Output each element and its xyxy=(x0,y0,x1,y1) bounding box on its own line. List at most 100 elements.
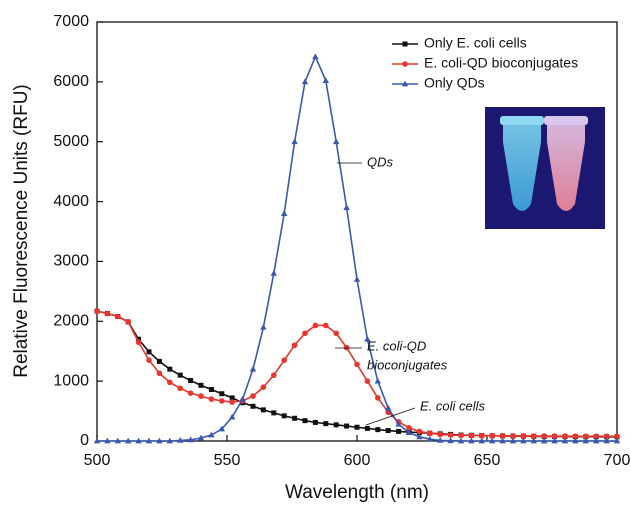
y-tick-label: 6000 xyxy=(53,73,89,90)
marker xyxy=(291,138,298,145)
marker xyxy=(229,399,235,405)
marker xyxy=(333,138,340,145)
marker xyxy=(416,433,423,440)
marker xyxy=(260,323,267,330)
x-tick-label: 550 xyxy=(214,452,241,469)
y-tick-label: 4000 xyxy=(53,193,89,210)
annotation: E. coli-QD xyxy=(367,338,426,353)
marker xyxy=(499,437,506,444)
marker xyxy=(198,382,204,388)
y-tick-label: 0 xyxy=(80,432,89,449)
marker xyxy=(229,413,236,420)
marker xyxy=(447,437,454,444)
marker xyxy=(364,378,371,384)
marker xyxy=(219,398,225,404)
marker xyxy=(115,313,121,320)
marker xyxy=(197,434,205,441)
marker xyxy=(208,431,215,438)
marker xyxy=(104,437,111,444)
annotation: QDs xyxy=(367,154,394,169)
marker xyxy=(271,372,277,378)
marker xyxy=(520,437,527,444)
marker xyxy=(489,432,496,439)
marker xyxy=(427,430,433,437)
x-tick-label: 700 xyxy=(604,452,631,469)
series-line xyxy=(96,310,617,438)
marker xyxy=(551,433,558,439)
marker xyxy=(114,437,121,444)
marker xyxy=(333,330,340,337)
marker xyxy=(457,437,465,444)
annotation: bioconjugates xyxy=(367,357,448,372)
annotation-leader xyxy=(365,407,416,426)
marker xyxy=(530,437,537,444)
marker xyxy=(218,425,225,432)
marker xyxy=(509,437,517,444)
y-tick-label: 7000 xyxy=(53,13,89,30)
marker xyxy=(156,358,162,364)
marker xyxy=(271,410,277,416)
marker xyxy=(582,437,589,444)
marker xyxy=(312,53,319,60)
marker xyxy=(302,330,308,337)
series xyxy=(93,53,621,444)
marker xyxy=(187,390,194,396)
marker xyxy=(468,432,475,439)
marker xyxy=(478,437,485,444)
marker xyxy=(302,418,308,424)
marker xyxy=(562,433,568,440)
marker xyxy=(375,427,381,433)
marker xyxy=(614,433,620,440)
marker xyxy=(385,428,391,434)
marker xyxy=(94,308,100,314)
marker xyxy=(249,365,257,372)
marker xyxy=(187,436,194,443)
marker xyxy=(541,437,548,444)
marker xyxy=(353,275,361,282)
marker xyxy=(520,433,527,439)
marker xyxy=(489,437,496,444)
marker xyxy=(177,385,183,392)
plot-frame xyxy=(96,21,618,442)
marker xyxy=(166,437,173,444)
marker xyxy=(333,422,339,428)
marker xyxy=(93,437,101,444)
marker xyxy=(198,393,204,399)
y-tick-label: 2000 xyxy=(53,313,89,330)
y-tick-label: 5000 xyxy=(53,133,89,150)
marker xyxy=(374,377,381,384)
marker xyxy=(551,437,558,444)
marker xyxy=(146,357,152,363)
marker xyxy=(583,433,589,440)
marker xyxy=(395,420,402,427)
marker xyxy=(156,370,163,377)
marker xyxy=(426,435,433,442)
marker xyxy=(375,395,381,401)
marker xyxy=(260,407,266,413)
marker xyxy=(125,437,132,444)
marker xyxy=(406,425,412,431)
marker xyxy=(402,61,408,67)
marker xyxy=(136,336,142,342)
marker xyxy=(156,437,163,444)
marker xyxy=(167,366,173,372)
legend-label: Only QDs xyxy=(424,75,485,91)
marker xyxy=(260,384,267,390)
marker xyxy=(291,342,298,349)
marker xyxy=(125,319,131,325)
legend-label: Only E. coli cells xyxy=(424,35,527,51)
marker xyxy=(135,339,142,346)
x-tick-label: 600 xyxy=(344,452,371,469)
marker xyxy=(177,372,183,378)
marker xyxy=(344,423,350,429)
marker xyxy=(364,335,371,342)
marker xyxy=(104,310,111,317)
marker xyxy=(385,404,392,411)
marker xyxy=(401,80,409,87)
marker xyxy=(146,349,152,355)
marker xyxy=(135,437,142,444)
marker xyxy=(499,433,506,439)
marker xyxy=(613,437,621,444)
y-axis-title: Relative Fluorescence Units (RFU) xyxy=(11,84,32,378)
